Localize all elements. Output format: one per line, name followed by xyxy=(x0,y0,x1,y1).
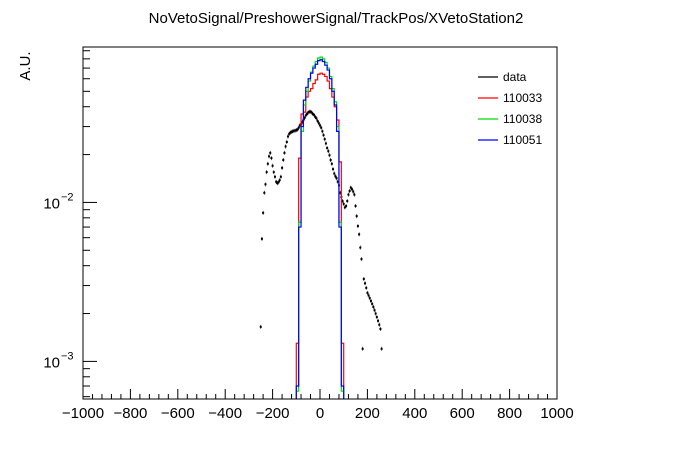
y-tick-exponent: −3 xyxy=(61,350,74,362)
y-axis-label: A.U. xyxy=(17,51,34,80)
series-line-110051 xyxy=(295,59,345,399)
x-tick-label: −1000 xyxy=(62,405,104,422)
y-tick-base: 10 xyxy=(43,195,60,212)
x-tick-label: −400 xyxy=(208,405,242,422)
x-tick-label: 0 xyxy=(316,405,324,422)
series-layer xyxy=(259,56,383,399)
x-tick-label: −800 xyxy=(114,405,148,422)
legend-label: data xyxy=(503,70,527,84)
x-tick-label: 200 xyxy=(355,405,380,422)
y-tick-label: 10 −3 xyxy=(43,350,73,371)
y-tick-base: 10 xyxy=(43,354,60,371)
legend: data 110033 110038 110051 xyxy=(478,70,542,147)
chart-title: NoVetoSignal/PreshowerSignal/TrackPos/XV… xyxy=(149,10,524,27)
x-tick-label: 1000 xyxy=(540,405,573,422)
legend-label: 110038 xyxy=(503,112,542,126)
y-tick-label: 10 −2 xyxy=(43,191,73,212)
x-tick-label: 600 xyxy=(450,405,475,422)
legend-label: 110051 xyxy=(503,133,542,147)
x-tick-label: 800 xyxy=(497,405,522,422)
x-axis: −1000 −800 −600 −400 −200 0 200 400 600 800 1000 xyxy=(62,389,574,422)
x-tick-label: −600 xyxy=(161,405,195,422)
x-tick-label: −200 xyxy=(256,405,290,422)
legend-item: data xyxy=(478,70,527,84)
y-axis: 10−210−3 xyxy=(43,50,97,398)
legend-item: 110038 xyxy=(478,112,542,126)
legend-item: 110033 xyxy=(478,91,542,105)
y-tick-exponent: −2 xyxy=(61,191,74,203)
legend-label: 110033 xyxy=(503,91,542,105)
legend-item: 110051 xyxy=(478,133,542,147)
x-tick-label: 400 xyxy=(402,405,427,422)
